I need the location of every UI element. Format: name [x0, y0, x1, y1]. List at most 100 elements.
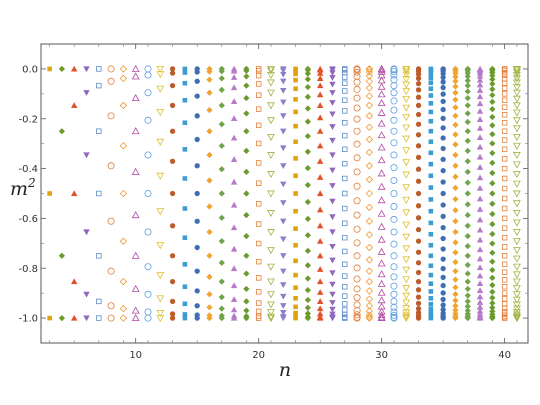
data-point	[464, 128, 471, 135]
data-point	[169, 311, 176, 317]
data-point	[206, 89, 213, 96]
data-point	[255, 180, 262, 186]
data-point	[390, 66, 398, 74]
data-point	[329, 90, 336, 96]
data-point	[329, 67, 336, 74]
data-point	[464, 292, 471, 299]
data-point	[377, 156, 386, 164]
data-point	[452, 276, 459, 283]
data-point	[440, 235, 446, 242]
data-point	[267, 89, 275, 97]
data-point	[464, 147, 471, 154]
data-point	[452, 228, 459, 236]
data-point	[452, 302, 459, 309]
data-point	[169, 315, 176, 321]
data-point	[169, 190, 176, 197]
data-point	[230, 314, 238, 321]
data-point	[353, 94, 361, 102]
data-point	[144, 65, 152, 73]
x-tick-label: 20	[252, 350, 265, 361]
data-point	[476, 216, 484, 223]
x-tick-label: 10	[129, 350, 142, 361]
data-point	[476, 264, 484, 271]
data-point	[280, 113, 287, 120]
data-point	[144, 308, 152, 316]
data-point	[464, 110, 471, 117]
data-point	[428, 93, 434, 98]
data-point	[377, 82, 386, 90]
y-tick-label: -0.8	[18, 264, 38, 275]
data-point	[377, 311, 386, 319]
data-point	[293, 226, 298, 231]
data-point	[304, 304, 311, 311]
data-point	[96, 190, 102, 197]
data-point	[489, 169, 496, 177]
data-point	[428, 289, 434, 294]
data-point	[501, 315, 508, 321]
data-point	[255, 92, 262, 98]
data-point	[415, 132, 422, 138]
data-point	[182, 66, 188, 72]
data-point	[365, 302, 374, 310]
data-point	[304, 165, 311, 172]
data-point	[415, 260, 422, 266]
data-point	[58, 65, 66, 73]
data-point	[293, 310, 298, 316]
data-point	[316, 266, 324, 272]
data-point	[501, 290, 508, 296]
data-point	[402, 124, 411, 132]
data-point	[267, 190, 275, 198]
data-point	[206, 76, 213, 83]
data-point	[304, 105, 311, 112]
data-point	[501, 146, 508, 153]
data-point	[293, 77, 298, 83]
data-point	[476, 314, 484, 321]
data-point	[440, 179, 446, 185]
data-point	[365, 287, 374, 295]
data-point	[365, 295, 374, 303]
data-point	[144, 290, 152, 298]
data-point	[280, 71, 287, 78]
data-point	[501, 185, 508, 192]
data-point	[415, 80, 422, 87]
data-point	[365, 243, 374, 252]
data-point	[293, 109, 298, 115]
data-point	[144, 89, 152, 97]
data-point	[365, 84, 374, 92]
data-point	[476, 69, 484, 76]
data-point	[255, 106, 262, 112]
data-point	[243, 212, 250, 219]
data-point	[390, 164, 398, 172]
data-point	[501, 261, 508, 267]
data-point	[206, 252, 213, 259]
data-point	[353, 168, 361, 176]
data-point	[428, 306, 434, 312]
data-point	[377, 279, 386, 287]
data-point	[489, 288, 496, 295]
data-point	[365, 92, 374, 100]
data-point	[365, 101, 374, 110]
data-point	[342, 97, 348, 103]
data-point	[267, 210, 275, 218]
data-point	[390, 228, 398, 236]
data-point	[194, 93, 200, 99]
data-point	[365, 217, 374, 225]
data-point	[131, 94, 140, 102]
data-point	[428, 161, 434, 167]
data-point	[489, 80, 496, 88]
data-point	[353, 301, 361, 309]
data-point	[156, 208, 165, 216]
data-point	[428, 150, 434, 156]
data-point	[464, 82, 471, 89]
data-point	[107, 267, 115, 275]
data-point	[501, 205, 508, 212]
data-point	[280, 253, 287, 260]
data-point	[489, 131, 496, 138]
data-point	[428, 220, 434, 226]
data-point	[304, 118, 311, 125]
data-point	[316, 69, 324, 76]
data-point	[255, 258, 262, 265]
data-point	[464, 137, 471, 144]
data-point	[316, 102, 324, 108]
data-point	[156, 172, 165, 180]
